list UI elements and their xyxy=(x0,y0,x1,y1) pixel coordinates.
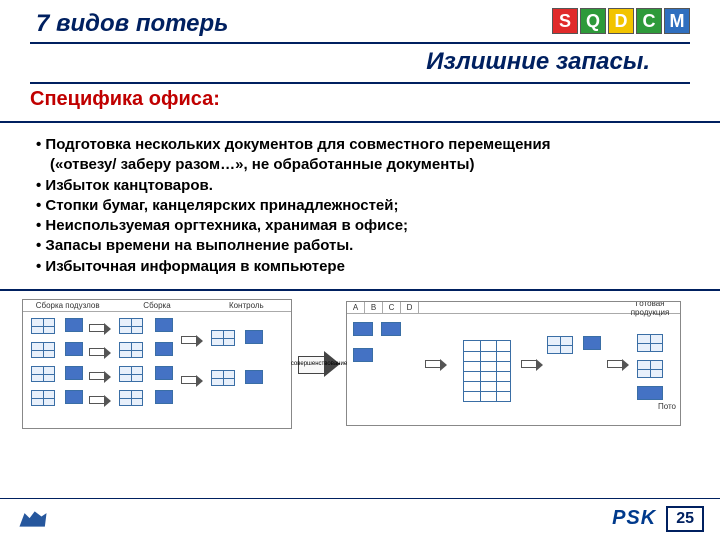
diagram-before-body xyxy=(23,312,291,428)
bullet-list: Подготовка нескольких документов для сов… xyxy=(36,135,684,277)
arrow-icon xyxy=(521,360,537,368)
diagram-row: Сборка подузлов Сборка Контроль xyxy=(0,299,720,429)
kamaz-logo xyxy=(16,508,50,530)
col-label: A xyxy=(347,302,365,313)
diagram-before: Сборка подузлов Сборка Контроль xyxy=(22,299,292,429)
list-item: Подготовка нескольких документов для сов… xyxy=(36,135,684,155)
diagram-node xyxy=(547,336,573,354)
col-label: Сборка xyxy=(112,300,201,311)
improvement-arrow: совершенствование xyxy=(298,353,340,375)
horse-icon xyxy=(16,508,50,530)
col-label: C xyxy=(383,302,401,313)
flow-label: Пото xyxy=(658,402,676,411)
diagram-node xyxy=(155,342,173,356)
diagram-node xyxy=(353,348,373,362)
list-item: Неиспользуемая оргтехника, хранимая в оф… xyxy=(36,216,684,236)
diagram-node xyxy=(245,370,263,384)
list-item: («отвезу/ заберу разом…», не обработанны… xyxy=(36,155,684,175)
diagram-node xyxy=(65,366,83,380)
diagram-node xyxy=(31,342,55,358)
diagram-node xyxy=(211,330,235,346)
arrow-icon xyxy=(89,372,105,380)
sqdcm-s: S xyxy=(552,8,578,34)
diagram-node xyxy=(245,330,263,344)
diagram-node xyxy=(353,322,373,336)
sqdcm-m: M xyxy=(664,8,690,34)
col-label: D xyxy=(401,302,419,313)
arrow-icon xyxy=(425,360,441,368)
diagram-node xyxy=(119,342,143,358)
arrow-icon xyxy=(89,348,105,356)
list-item: Избыточная информация в компьютере xyxy=(36,257,684,277)
diagram-node xyxy=(65,390,83,404)
page-subtitle: Излишние запасы. xyxy=(30,48,690,84)
diagram-node xyxy=(155,318,173,332)
diagram-node xyxy=(583,336,601,350)
col-label: Контроль xyxy=(202,300,291,311)
sqdcm-q: Q xyxy=(580,8,606,34)
col-label: B xyxy=(365,302,383,313)
section-subhead: Специфика офиса: xyxy=(0,84,720,121)
diagram-node xyxy=(119,366,143,382)
footer-right: PSK 25 xyxy=(612,506,704,532)
diagram-node xyxy=(381,322,401,336)
page-number: 25 xyxy=(666,506,704,532)
diagram-node xyxy=(211,370,235,386)
arrow-icon xyxy=(181,376,197,384)
diagram-node xyxy=(65,342,83,356)
diagram-node xyxy=(31,366,55,382)
brand-label: PSK xyxy=(612,507,656,530)
diagram-after-header: A B C D Готовая продукция xyxy=(347,302,680,314)
diagram-before-header: Сборка подузлов Сборка Контроль xyxy=(23,300,291,312)
diagram-after: A B C D Готовая продукция xyxy=(346,301,681,426)
arrow-icon xyxy=(89,324,105,332)
diagram-node xyxy=(155,390,173,404)
sqdcm-badge: S Q D C M xyxy=(552,8,690,34)
slide: 7 видов потерь S Q D C M Излишние запасы… xyxy=(0,0,720,540)
diagram-node xyxy=(119,390,143,406)
sqdcm-c: C xyxy=(636,8,662,34)
col-label: Сборка подузлов xyxy=(23,300,112,311)
content-block: Подготовка нескольких документов для сов… xyxy=(0,121,720,291)
diagram-node xyxy=(637,360,663,378)
list-item: Избыток канцтоваров. xyxy=(36,176,684,196)
list-item: Стопки бумаг, канцелярских принадлежност… xyxy=(36,196,684,216)
sqdcm-d: D xyxy=(608,8,634,34)
arrow-icon xyxy=(89,396,105,404)
diagram-node xyxy=(31,318,55,334)
diagram-node xyxy=(637,334,663,352)
arrow-icon xyxy=(181,336,197,344)
diagram-node xyxy=(637,386,663,400)
col-label xyxy=(419,307,620,309)
diagram-node xyxy=(463,340,511,402)
diagram-node xyxy=(155,366,173,380)
diagram-after-body: Пото xyxy=(347,314,680,425)
diagram-node xyxy=(65,318,83,332)
footer: PSK 25 xyxy=(0,498,720,534)
arrow-icon xyxy=(607,360,623,368)
diagram-node xyxy=(31,390,55,406)
diagram-node xyxy=(119,318,143,334)
list-item: Запасы времени на выполнение работы. xyxy=(36,236,684,256)
arrow-label: совершенствование xyxy=(291,361,347,367)
